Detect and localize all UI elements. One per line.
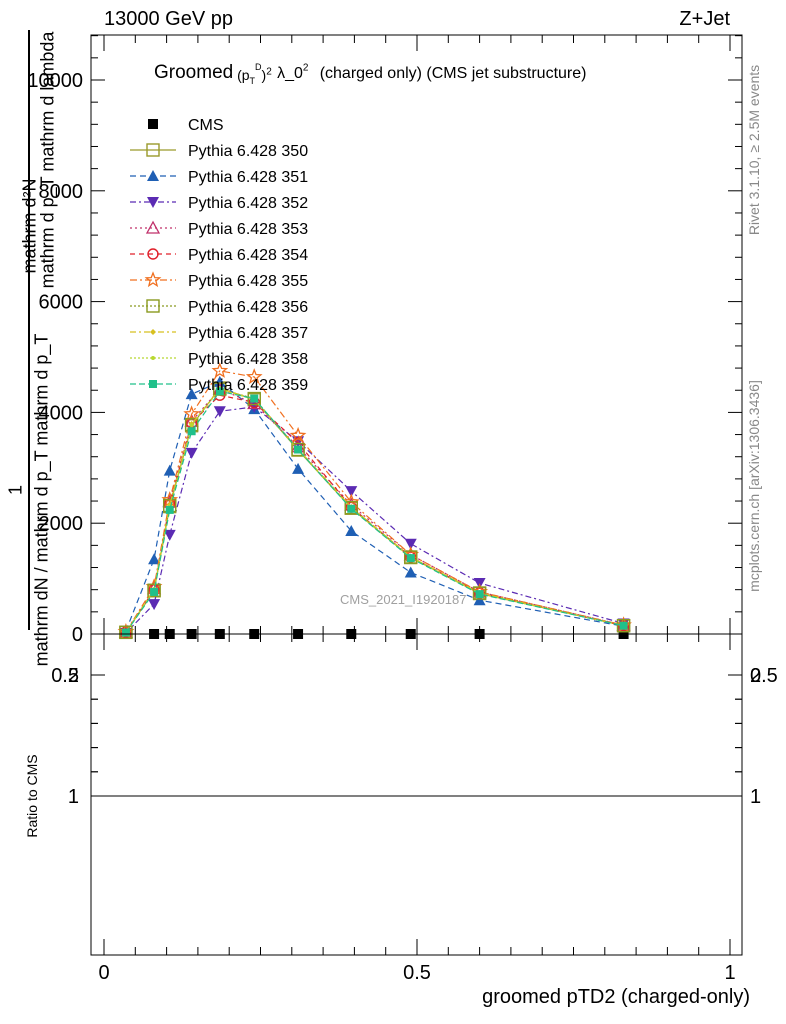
series-2-point-1	[148, 553, 161, 565]
series-2-point-6	[292, 462, 305, 474]
series-6-point-6	[289, 426, 307, 443]
series-7-point-1	[147, 583, 161, 597]
series-2-point-3	[185, 388, 198, 400]
series-10-point-3	[187, 427, 196, 436]
series-7-point-5	[247, 391, 261, 406]
series-6-point-4	[211, 362, 229, 378]
legend-label-0: CMS	[188, 117, 224, 134]
ratio-ytick-label: 0.5	[51, 665, 79, 687]
process-label: Z+Jet	[679, 8, 730, 30]
series-10-point-1	[150, 587, 159, 596]
main-ylabel: mathrm d²N mathrm d p_T mathrm d lambda …	[6, 30, 68, 666]
series-7-point-6	[291, 442, 305, 457]
series-3-point-4	[213, 406, 226, 418]
main-ytick-label: 6000	[39, 292, 84, 314]
main-plot-area: 0 2000 4000 6000 8000 10000	[27, 34, 743, 646]
series-3-point-1	[148, 599, 161, 611]
legend-marker-10	[149, 380, 157, 388]
legend-marker-3	[147, 197, 159, 208]
legend-marker-6	[144, 271, 162, 288]
ylabel-fraction-bar	[28, 30, 30, 630]
series-4-point-5	[247, 396, 262, 410]
series-2-point-2	[163, 464, 176, 476]
xlabel: groomed pTD2 (charged-only)	[482, 986, 750, 1008]
series-9-point-3	[189, 423, 194, 428]
ratio-xtick-label: 0	[98, 962, 109, 984]
legend-marker-8	[150, 329, 156, 335]
legend-label-9: Pythia 6.428 358	[188, 351, 308, 368]
series-10-point-9	[475, 590, 484, 599]
main-ytick-label: 4000	[39, 402, 84, 424]
legend-label-2: Pythia 6.428 351	[188, 169, 308, 186]
legend-label-6: Pythia 6.428 355	[188, 273, 308, 290]
title-main: Groomed	[154, 62, 234, 83]
series-3-point-7	[345, 486, 358, 498]
main-ytick-label: 10000	[27, 70, 83, 92]
series-7-point-0	[119, 625, 133, 640]
legend-label-7: Pythia 6.428 356	[188, 299, 308, 316]
legend-marker-4	[145, 220, 161, 234]
title-rest: λ_0	[277, 65, 303, 82]
series-7-point-8	[404, 550, 418, 564]
series-10-point-5	[250, 394, 259, 403]
series-2-point-8	[404, 566, 417, 578]
legend-label-4: Pythia 6.428 353	[188, 221, 308, 238]
legend-marker-2	[147, 170, 159, 181]
ratio-plot-area: 0 0.5 1 0.5 0.5 1 1 2 2	[51, 633, 778, 984]
legend-marker-5	[147, 248, 159, 260]
main-ytick-label: 2000	[39, 513, 84, 535]
series-10-point-0	[121, 628, 130, 637]
legend-label-1: Pythia 6.428 350	[188, 143, 308, 160]
series-7-point-9	[472, 586, 487, 600]
series-5-point-0	[120, 626, 132, 638]
series-7-point-10	[616, 618, 631, 633]
ratio-ytick-label-right: 2	[750, 665, 761, 687]
ratio-ytick-label: 1	[68, 786, 79, 808]
series-6-point-5	[245, 368, 263, 385]
series-6-point-3	[183, 405, 200, 422]
series-10-point-2	[165, 505, 174, 514]
legend-marker-7	[146, 299, 160, 313]
ratio-frame	[90, 633, 743, 956]
ratio-xtick-label: 1	[724, 962, 735, 984]
series-2-point-7	[345, 524, 358, 536]
legend-label-5: Pythia 6.428 354	[188, 247, 308, 264]
energy-label: 13000 GeV pp	[104, 8, 233, 30]
series-line-6	[125, 370, 624, 633]
series-2-point-9	[473, 594, 486, 606]
main-ytick-label: 0	[72, 624, 83, 646]
chart-title: Groomed (pTD)2 λ_02 (charged only) (CMS …	[154, 62, 587, 86]
series-3-point-8	[404, 538, 417, 550]
ratio-ytick-label: 2	[68, 665, 79, 687]
series-3-point-2	[163, 529, 176, 541]
series-2-point-4	[213, 375, 226, 387]
title-tail: (charged only) (CMS jet substructure)	[319, 65, 587, 82]
legend-label-8: Pythia 6.428 357	[188, 325, 308, 342]
legend-label-3: Pythia 6.428 352	[188, 195, 308, 212]
legend-marker-9	[151, 356, 155, 360]
legend-marker-1	[146, 143, 160, 157]
ratio-xtick-label: 0.5	[403, 962, 431, 984]
series-10-point-4	[215, 387, 224, 396]
series-10-point-7	[347, 504, 356, 513]
watermark: CMS_2021_I1920187	[340, 592, 467, 607]
series-10-point-8	[406, 554, 415, 563]
series-5-point-10	[617, 619, 630, 632]
series-10-point-6	[294, 445, 303, 454]
series-10-point-10	[619, 621, 628, 630]
legend-label-10: Pythia 6.428 359	[188, 377, 308, 394]
main-ytick-label: 8000	[39, 181, 84, 203]
ratio-ytick-label-right: 0.5	[750, 665, 778, 687]
legend-marker-0	[148, 119, 158, 129]
series-7-point-7	[344, 500, 358, 515]
legend: CMS Pythia 6.428 350 Pythia 6.428 351 Pythi…	[130, 117, 308, 394]
series-3-point-3	[185, 447, 198, 459]
ratio-ytick-label-right: 1	[750, 786, 761, 808]
